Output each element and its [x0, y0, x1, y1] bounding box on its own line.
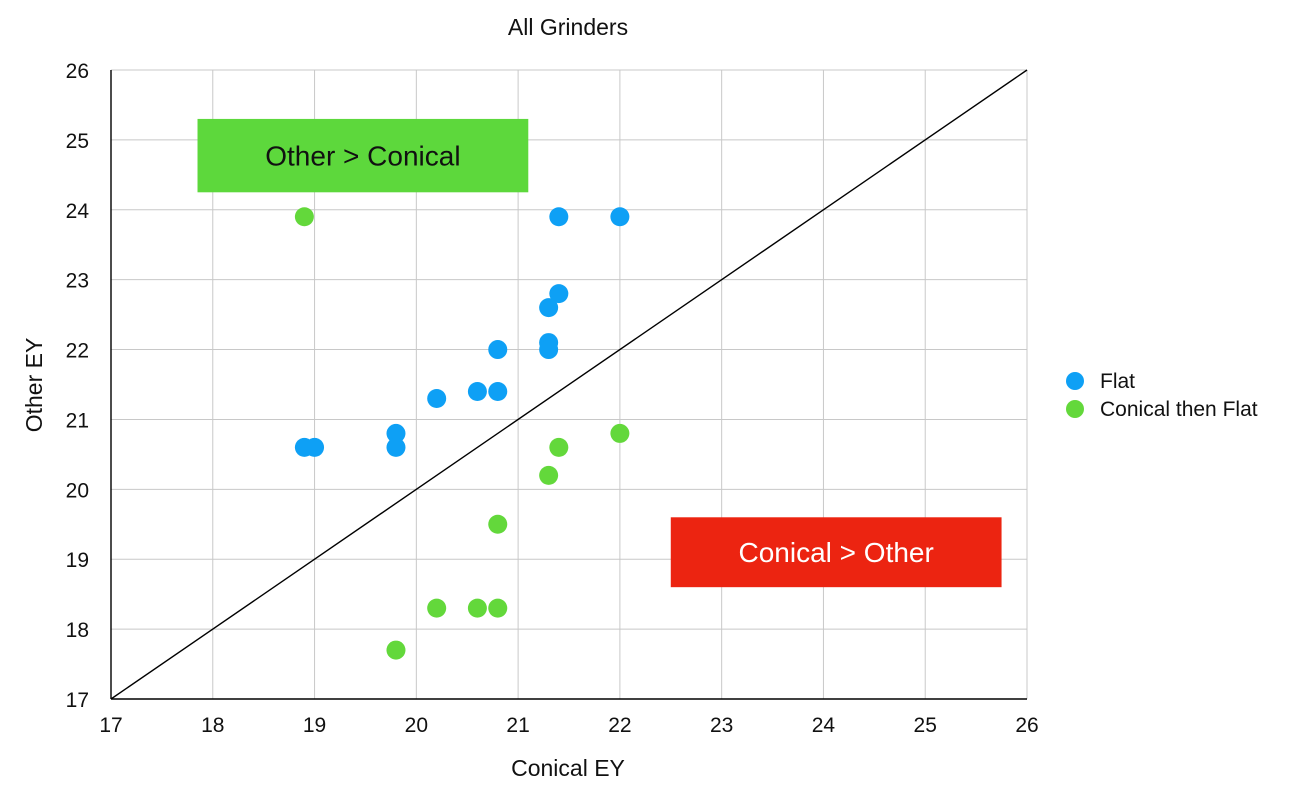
conical-then-flat-point: [488, 598, 508, 618]
axes: [110, 70, 1027, 700]
other-greater-annotation-label: Other > Conical: [265, 141, 460, 172]
x-tick-label: 22: [608, 714, 631, 737]
y-tick-label: 19: [66, 549, 89, 572]
flat-point: [386, 423, 406, 443]
y-tick-label: 26: [66, 60, 89, 83]
flat-point: [467, 381, 487, 401]
x-tick-label: 21: [506, 714, 529, 737]
conical-then-flat-point: [539, 465, 559, 485]
x-axis-title: Conical EY: [511, 755, 625, 781]
x-tick-label: 17: [99, 714, 122, 737]
flat-point: [488, 340, 508, 360]
x-tick-label: 26: [1015, 714, 1038, 737]
annotations: Other > Conical Conical > Other: [197, 118, 1002, 588]
chart-title: All Grinders: [508, 14, 628, 40]
conical-then-flat-point: [549, 437, 569, 457]
conical-then-flat-point: [386, 640, 406, 660]
flat-point: [549, 207, 569, 227]
legend-flat-marker: [1066, 372, 1084, 390]
conical-then-flat-point: [488, 514, 508, 534]
conical-then-flat-point: [610, 423, 630, 443]
flat-point: [386, 437, 406, 457]
reference-line: [110, 69, 1028, 700]
flat-point: [305, 437, 325, 457]
x-tick-label: 24: [812, 714, 836, 737]
flat-point: [549, 284, 569, 304]
flat-point: [610, 207, 630, 227]
x-tick-label: 18: [201, 714, 224, 737]
legend-conical-then-flat-label: Conical then Flat: [1100, 398, 1258, 421]
conical-then-flat-point: [294, 207, 314, 227]
x-tick-label: 23: [710, 714, 733, 737]
conical-then-flat-point: [467, 598, 487, 618]
legend: Flat Conical then Flat: [1066, 370, 1258, 421]
x-tick-label: 25: [914, 714, 937, 737]
conical-then-flat-point: [427, 598, 447, 618]
legend-conical-then-flat-marker: [1066, 400, 1084, 418]
legend-flat-label: Flat: [1100, 370, 1135, 393]
tick-labels: 17 18 19 20 21 22 23 24 25 26 17 18 19 20 21 22 23 24 25 26: [66, 60, 1039, 737]
flat-point: [488, 381, 508, 401]
y-tick-label: 22: [66, 340, 89, 363]
conical-greater-annotation-label: Conical > Other: [739, 537, 934, 568]
flat-point: [539, 340, 559, 360]
conical-greater-annotation-box: [670, 517, 1002, 588]
y-tick-label: 24: [66, 200, 90, 223]
y-tick-label: 17: [66, 689, 89, 712]
other-greater-annotation-box: [197, 118, 529, 193]
y-tick-label: 25: [66, 130, 89, 153]
flat-point: [427, 388, 447, 408]
x-tick-label: 19: [303, 714, 326, 737]
reference-line-group: [110, 69, 1028, 700]
y-tick-label: 18: [66, 619, 89, 642]
x-tick-label: 20: [405, 714, 428, 737]
flat-point: [539, 298, 559, 318]
y-tick-label: 21: [66, 409, 89, 432]
y-tick-label: 20: [66, 479, 89, 502]
y-tick-label: 23: [66, 270, 89, 293]
y-axis-title: Other EY: [21, 338, 47, 433]
data-points: [294, 207, 630, 660]
